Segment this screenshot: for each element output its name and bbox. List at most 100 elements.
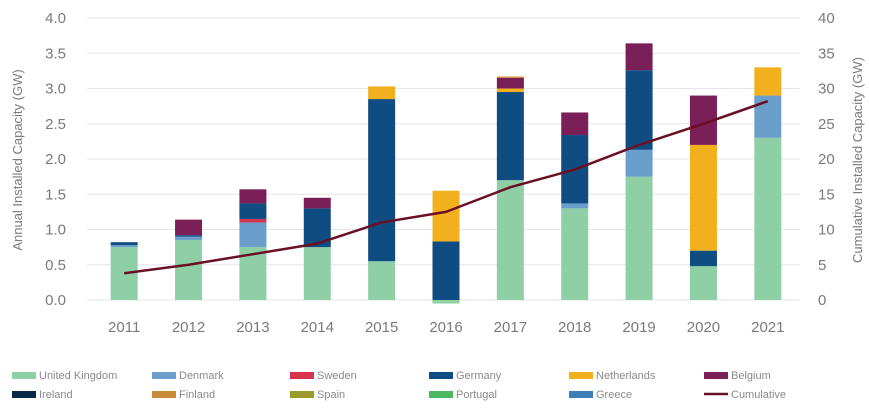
bar-segment: [689, 144, 717, 251]
x-tick-label: 2013: [236, 319, 269, 336]
legend-label: Greece: [596, 389, 632, 401]
bar-segment: [175, 235, 203, 237]
legend-item: Denmark: [152, 370, 224, 382]
x-axis-ticks: 2011 2012 2013 2014 2015 2016 2017 2018 2019 2020…: [108, 319, 784, 336]
bar-segment: [110, 247, 138, 300]
legend-item: Sweden: [290, 370, 357, 382]
bar-segment: [303, 247, 331, 300]
y-tick-label: 3.0: [45, 81, 66, 98]
legend-label: Finland: [179, 389, 215, 401]
bar-segment: [689, 250, 717, 267]
legend-item: Cumulative: [704, 389, 786, 401]
legend-swatch: [704, 372, 728, 379]
legend-swatch: [569, 372, 593, 379]
bar-segment: [496, 92, 524, 181]
bar-segment: [239, 189, 267, 204]
bar-segment: [496, 88, 524, 93]
bar-segment: [754, 137, 782, 300]
y-tick-label: 4.0: [45, 10, 66, 27]
bar-segment: [561, 203, 589, 209]
legend-label: Denmark: [179, 370, 224, 382]
legend-item: Spain: [290, 389, 345, 401]
bar-segment: [432, 190, 460, 242]
legend-swatch: [569, 391, 593, 398]
x-tick-label: 2020: [687, 319, 720, 336]
y-axis-title: Annual Installed Capacity (GW): [10, 69, 25, 250]
legend-item: Greece: [569, 389, 632, 401]
bar-segment: [368, 86, 396, 100]
bar-segment: [432, 300, 460, 304]
bar-segment: [303, 197, 331, 209]
x-tick-label: 2012: [172, 319, 205, 336]
bar-segment: [239, 203, 267, 219]
bar-segment: [175, 240, 203, 300]
bar-segment: [625, 43, 653, 71]
x-tick-label: 2014: [301, 319, 334, 336]
y-tick-label: 2.5: [45, 116, 66, 133]
x-tick-label: 2018: [558, 319, 591, 336]
y2-tick-label: 15: [818, 186, 835, 203]
legend-swatch: [152, 391, 176, 398]
legend-label: Cumulative: [731, 389, 786, 401]
y-tick-label: 0.5: [45, 257, 66, 274]
y2-tick-label: 20: [818, 151, 835, 168]
legend-item: Ireland: [12, 389, 73, 401]
bar-segment: [239, 222, 267, 248]
y2-tick-label: 30: [818, 81, 835, 98]
x-tick-label: 2011: [108, 319, 140, 336]
right-axis-ticks: 0 5 10 15 20 25 30 35 40: [818, 10, 835, 309]
bar-segment: [368, 99, 396, 262]
y-tick-label: 1.5: [45, 186, 66, 203]
legend-label: Netherlands: [596, 370, 656, 382]
bar-segment: [496, 77, 524, 89]
bar-segment: [175, 236, 203, 241]
y-tick-label: 2.0: [45, 151, 66, 168]
bar-segment: [754, 67, 782, 96]
legend-label: Belgium: [731, 370, 771, 382]
bar-segment: [175, 219, 203, 236]
legend-item: Netherlands: [569, 370, 656, 382]
x-tick-label: 2016: [429, 319, 462, 336]
legend-swatch: [12, 391, 36, 398]
legend: United Kingdom Denmark Sweden Germany Nether…: [12, 370, 786, 401]
bar-segment: [689, 266, 717, 300]
gridlines: [87, 17, 800, 301]
bar-segment: [496, 180, 524, 300]
y-tick-label: 3.5: [45, 45, 66, 62]
bar-segment: [368, 261, 396, 300]
y2-tick-label: 35: [818, 45, 835, 62]
bar-segment: [239, 218, 267, 223]
legend-swatch: [429, 372, 453, 379]
bar-segment: [625, 149, 653, 177]
y2-tick-label: 40: [818, 10, 835, 27]
legend-label: United Kingdom: [39, 370, 117, 382]
bar-segment: [432, 241, 460, 300]
bar-segment: [561, 208, 589, 300]
stacked-bars: [110, 43, 782, 304]
bar-segment: [110, 242, 138, 246]
y-tick-label: 1.0: [45, 222, 66, 239]
bar-segment: [625, 176, 653, 300]
y2-axis-title: Cumulative Installed Capacity (GW): [850, 57, 865, 263]
legend-item: Belgium: [704, 370, 771, 382]
bar-segment: [496, 76, 524, 78]
legend-item: Finland: [152, 389, 215, 401]
x-tick-label: 2021: [751, 319, 784, 336]
legend-label: Sweden: [317, 370, 357, 382]
y2-tick-label: 25: [818, 116, 835, 133]
bar-segment: [561, 112, 589, 136]
legend-swatch: [152, 372, 176, 379]
left-axis-ticks: 0.0 0.5 1.0 1.5 2.0 2.5 3.0 3.5 4.0: [45, 10, 66, 309]
bar-segment: [625, 70, 653, 150]
bar-segment: [110, 245, 138, 248]
legend-swatch: [12, 372, 36, 379]
y2-tick-label: 5: [818, 257, 826, 274]
cumulative-line: [124, 100, 769, 275]
legend-swatch: [290, 372, 314, 379]
x-tick-label: 2015: [365, 319, 398, 336]
legend-label: Ireland: [39, 389, 73, 401]
y-tick-label: 0.0: [45, 292, 66, 309]
x-tick-label: 2019: [622, 319, 655, 336]
legend-item: Germany: [429, 370, 502, 382]
